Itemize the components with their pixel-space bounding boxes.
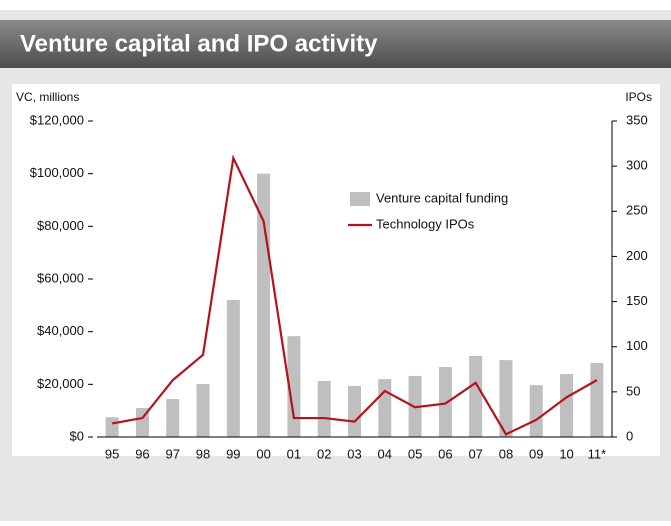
x-tick-label: 96 (135, 446, 149, 461)
x-tick-label: 03 (347, 446, 361, 461)
y-axis-label: VC, millions (16, 90, 79, 104)
bar (590, 363, 604, 437)
y-tick-label: $80,000 (37, 218, 84, 233)
bar (287, 336, 301, 437)
y2-tick-label: 250 (626, 203, 648, 218)
header (0, 20, 671, 68)
line (111, 154, 598, 436)
chart-title: Venture capital and IPO activity (20, 30, 378, 57)
y2-tick-label: 350 (626, 112, 648, 127)
y-tick-label: $60,000 (37, 270, 84, 285)
x-tick-label: 11* (588, 446, 607, 461)
y2-tick-label: 200 (626, 248, 648, 263)
x-tick-label: 02 (317, 446, 331, 461)
bar (196, 384, 210, 437)
legend-swatch (350, 192, 370, 206)
y2-axis-label: IPOs (625, 90, 652, 104)
y2-tick-label: 150 (626, 293, 648, 308)
x-tick-label: 08 (499, 446, 513, 461)
bar (226, 300, 240, 437)
bar (378, 379, 392, 437)
y2-tick-label: 300 (626, 158, 648, 173)
y-tick-label: $20,000 (37, 376, 84, 391)
bar (348, 385, 361, 437)
legend-label: Technology IPOs (376, 216, 475, 231)
bar (105, 417, 119, 437)
x-tick-label: 99 (226, 446, 240, 461)
bar (469, 355, 483, 437)
legend-label: Venture capital funding (376, 190, 508, 205)
x-tick-label: 01 (287, 446, 301, 461)
bar (499, 360, 513, 437)
y2-tick-label: 100 (626, 338, 648, 353)
y-tick-label: $120,000 (30, 112, 84, 127)
bar (166, 399, 180, 437)
x-tick-label: 04 (378, 446, 392, 461)
y-tick-label: $0 (70, 428, 84, 443)
x-tick-label: 10 (559, 446, 573, 461)
plot-area (12, 84, 660, 456)
x-tick-label: 09 (529, 446, 543, 461)
y2-tick-label: 0 (626, 428, 633, 443)
bar (317, 380, 331, 437)
x-tick-label: 05 (408, 446, 422, 461)
x-tick-label: 95 (105, 446, 119, 461)
bar (560, 374, 574, 437)
x-tick-label: 07 (468, 446, 482, 461)
x-tick-label: 97 (166, 446, 180, 461)
x-tick-label: 00 (256, 446, 270, 461)
x-tick-label: 06 (438, 446, 452, 461)
bar (438, 366, 452, 437)
x-tick-label: 98 (196, 446, 210, 461)
y-tick-label: $100,000 (30, 165, 84, 180)
bar (529, 385, 543, 437)
y2-tick-label: 50 (626, 383, 640, 398)
y-tick-label: $40,000 (37, 323, 84, 338)
